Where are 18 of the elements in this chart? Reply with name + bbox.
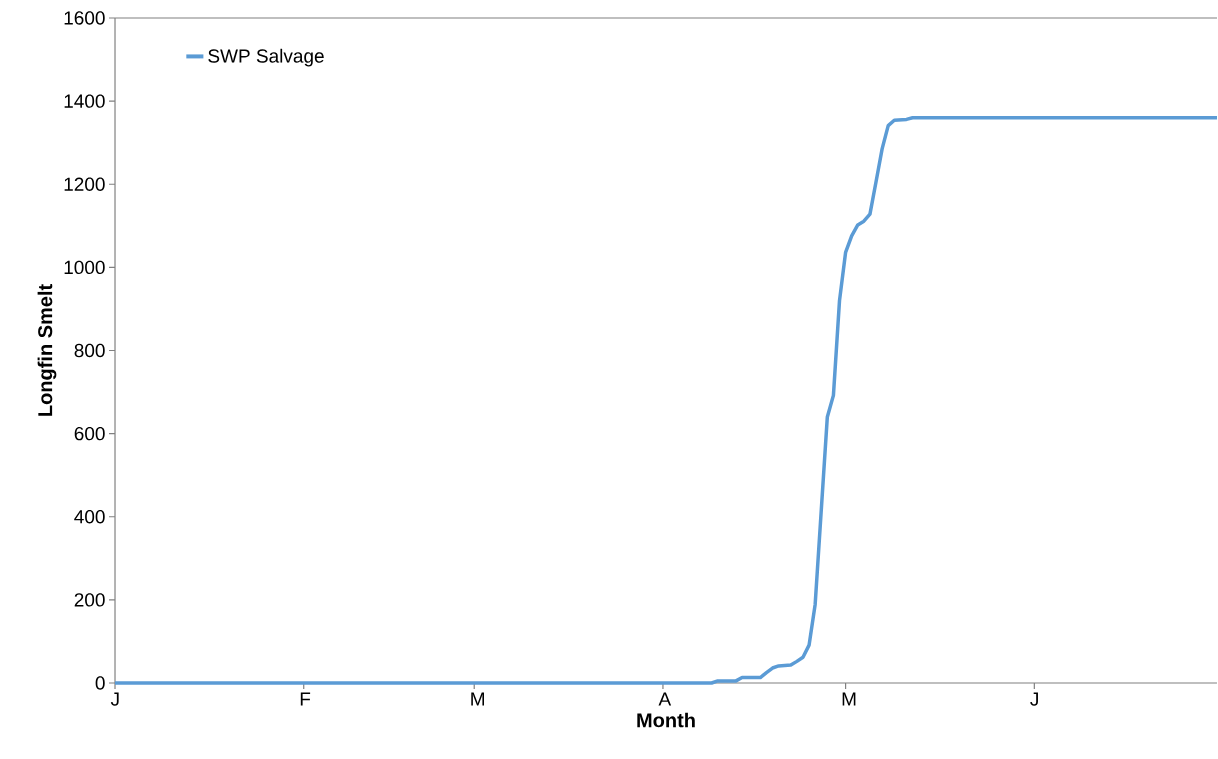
y-tick-label: 0 <box>95 676 105 690</box>
y-tick-label: 1000 <box>64 260 105 275</box>
x-tick-label: F <box>300 692 311 706</box>
x-tick-label: J <box>1030 692 1038 706</box>
y-tick-label: 1200 <box>64 177 105 191</box>
x-axis-title: Month <box>637 712 695 728</box>
y-tick-label: 400 <box>74 510 105 524</box>
y-axis-title: Longfin Smelt <box>37 284 57 416</box>
y-tick-label: 1600 <box>64 11 105 25</box>
x-tick-label: J <box>110 692 119 706</box>
x-tick-label: M <box>842 692 856 706</box>
y-tick-label: 1400 <box>64 94 105 108</box>
legend-label: SWP Salvage <box>208 48 324 67</box>
x-tick-label: A <box>658 692 672 706</box>
x-tick-label: M <box>471 692 484 706</box>
y-tick-label: 600 <box>74 426 105 441</box>
y-tick-label: 800 <box>74 343 105 358</box>
y-tick-label: 200 <box>74 593 105 607</box>
